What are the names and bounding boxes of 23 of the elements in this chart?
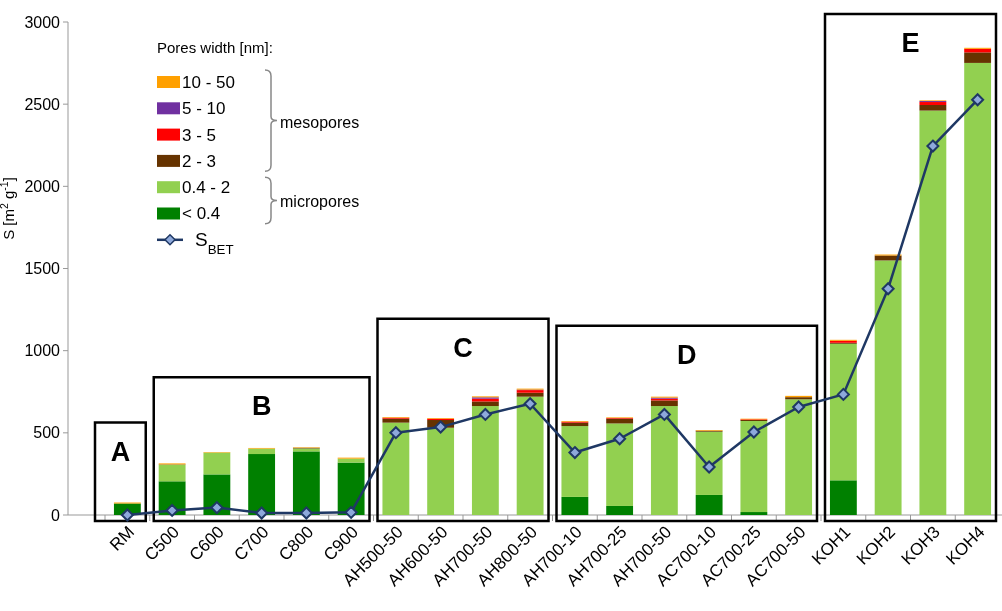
legend-label: 3 - 5 xyxy=(182,125,217,145)
y-tick-label: 500 xyxy=(33,424,61,442)
annotation: mesopores xyxy=(280,114,360,132)
annotation: A xyxy=(110,436,131,467)
annotation: B xyxy=(251,391,272,422)
annotation: C xyxy=(453,332,473,363)
annotation: E xyxy=(901,28,920,58)
legend-label: 0.4 - 2 xyxy=(182,178,231,198)
y-tick-label: 0 xyxy=(51,506,61,524)
legend-label: 10 - 50 xyxy=(182,72,235,92)
annotation: micropores xyxy=(280,193,360,211)
x-tick-label: RM xyxy=(106,522,139,555)
legend-label: < 0.4 xyxy=(182,204,221,224)
y-tick-label: 3000 xyxy=(24,13,61,31)
legend-title: Pores width [nm]: xyxy=(157,39,273,56)
y-tick-label: 1500 xyxy=(24,260,61,278)
legend-label: 2 - 3 xyxy=(182,151,217,171)
y-tick-label: 1000 xyxy=(24,342,61,360)
legend-label: 5 - 10 xyxy=(182,99,226,119)
y-tick-label: 2500 xyxy=(24,95,61,113)
annotation: D xyxy=(677,339,697,370)
legend-label: S$_{BET}$ xyxy=(195,229,234,257)
y-tick-label: 2000 xyxy=(24,177,61,195)
